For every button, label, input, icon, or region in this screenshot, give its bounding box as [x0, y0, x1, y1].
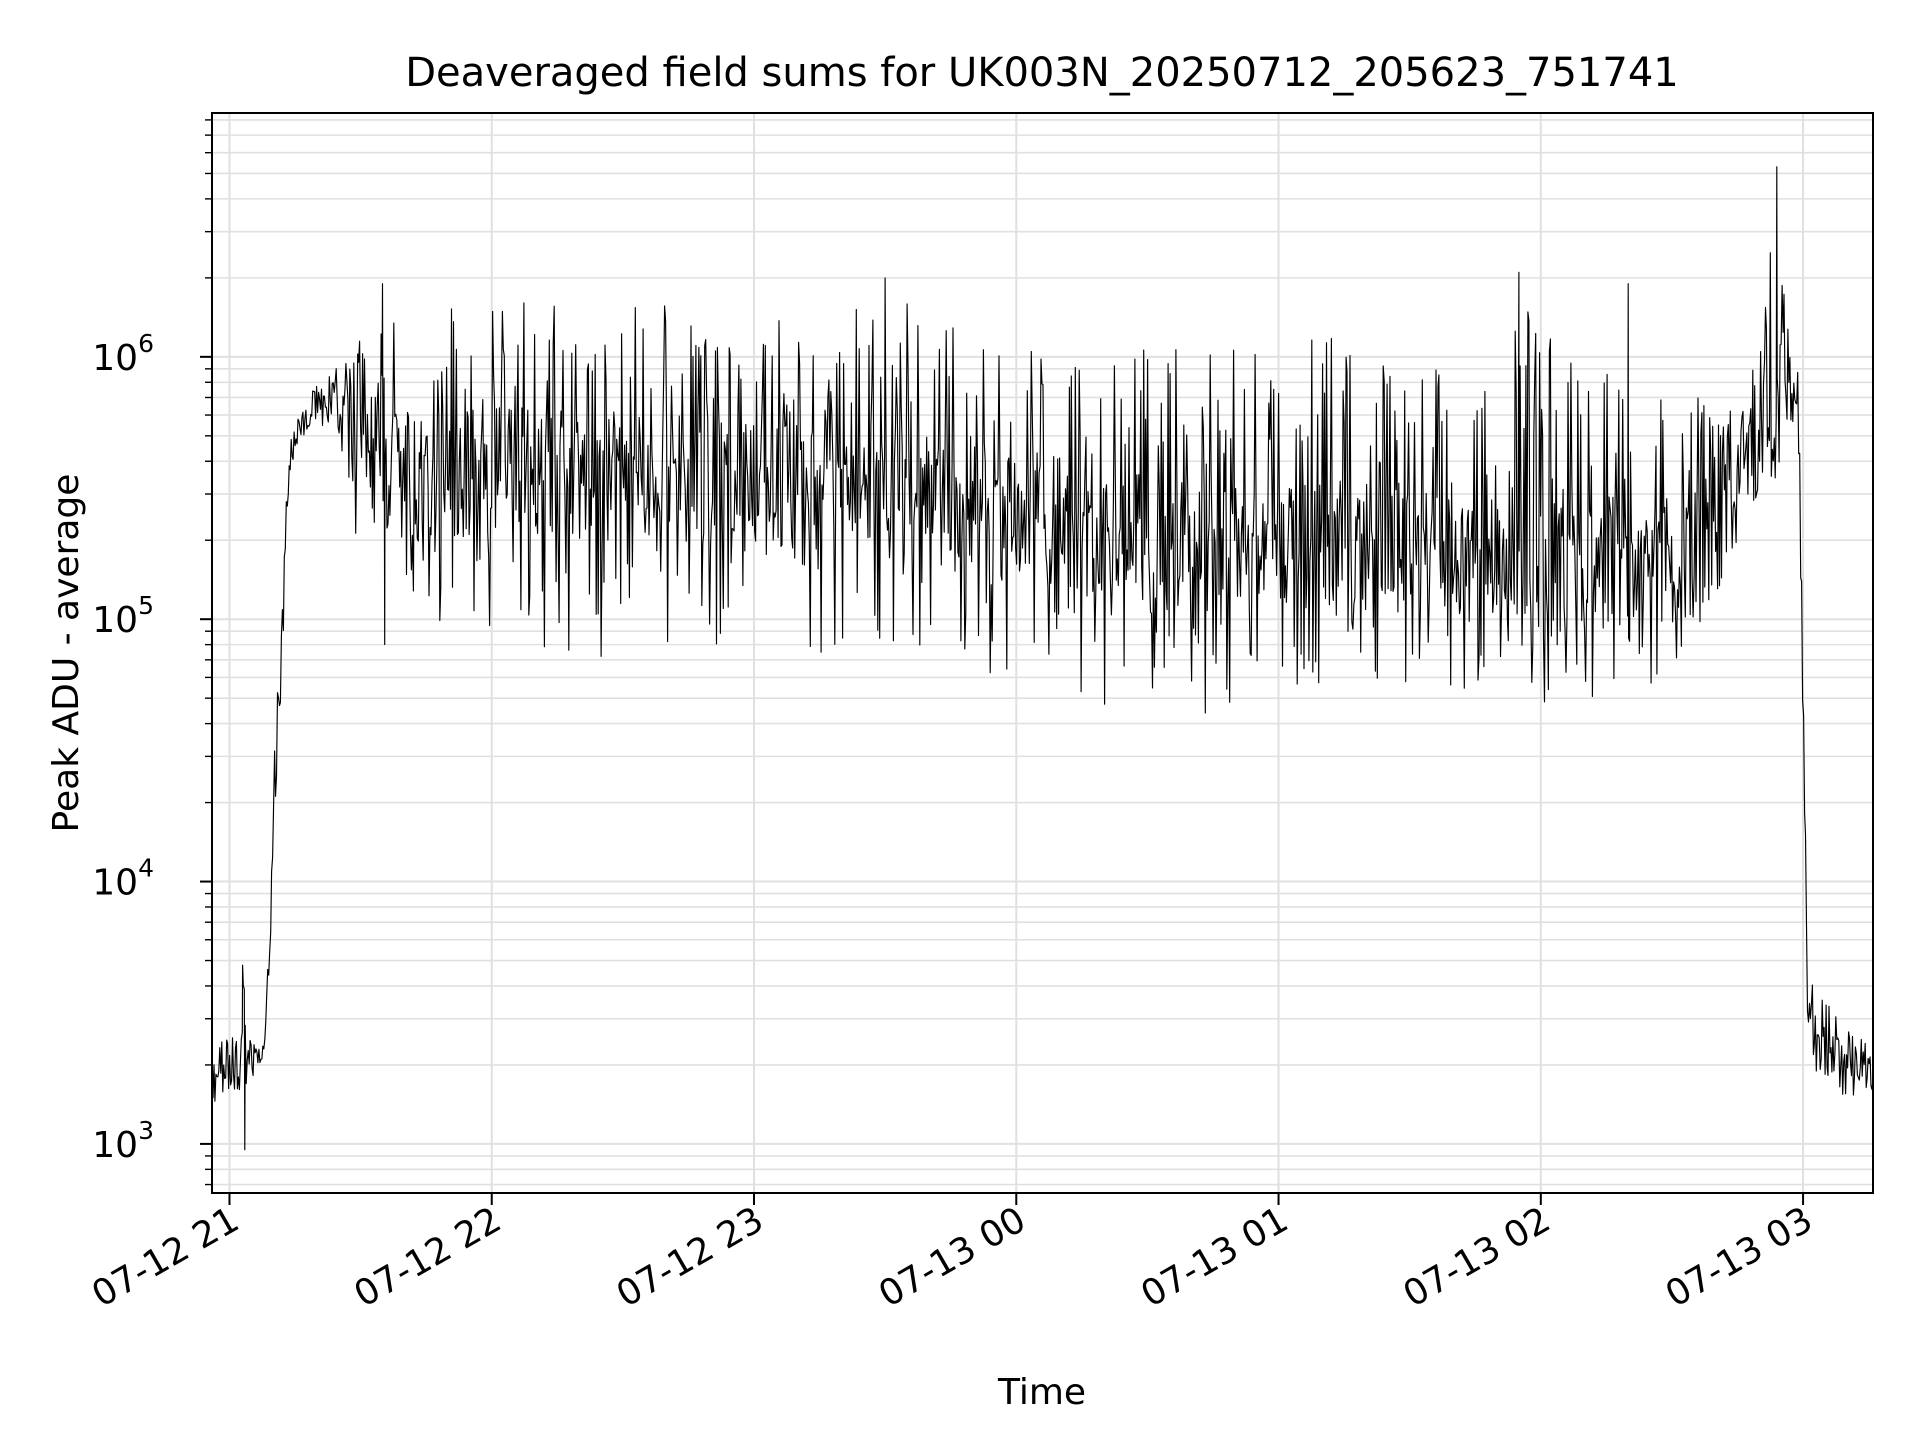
chart-title: Deaveraged field sums for UK003N_2025071…	[405, 50, 1678, 96]
y-tick-exponent: 3	[138, 1116, 154, 1145]
major-grid	[212, 113, 1873, 1193]
y-tick-exponent: 5	[138, 591, 154, 620]
y-tick-exponent: 6	[138, 329, 154, 358]
y-minor-grid	[212, 119, 1873, 1186]
y-axis-label: Peak ADU - average	[46, 474, 87, 833]
plot-frame	[211, 112, 1874, 1194]
series-layer	[211, 166, 1874, 1151]
y-tick-exponent: 4	[138, 854, 154, 883]
x-axis-label: Time	[997, 1372, 1086, 1413]
series-line	[211, 166, 1874, 1151]
